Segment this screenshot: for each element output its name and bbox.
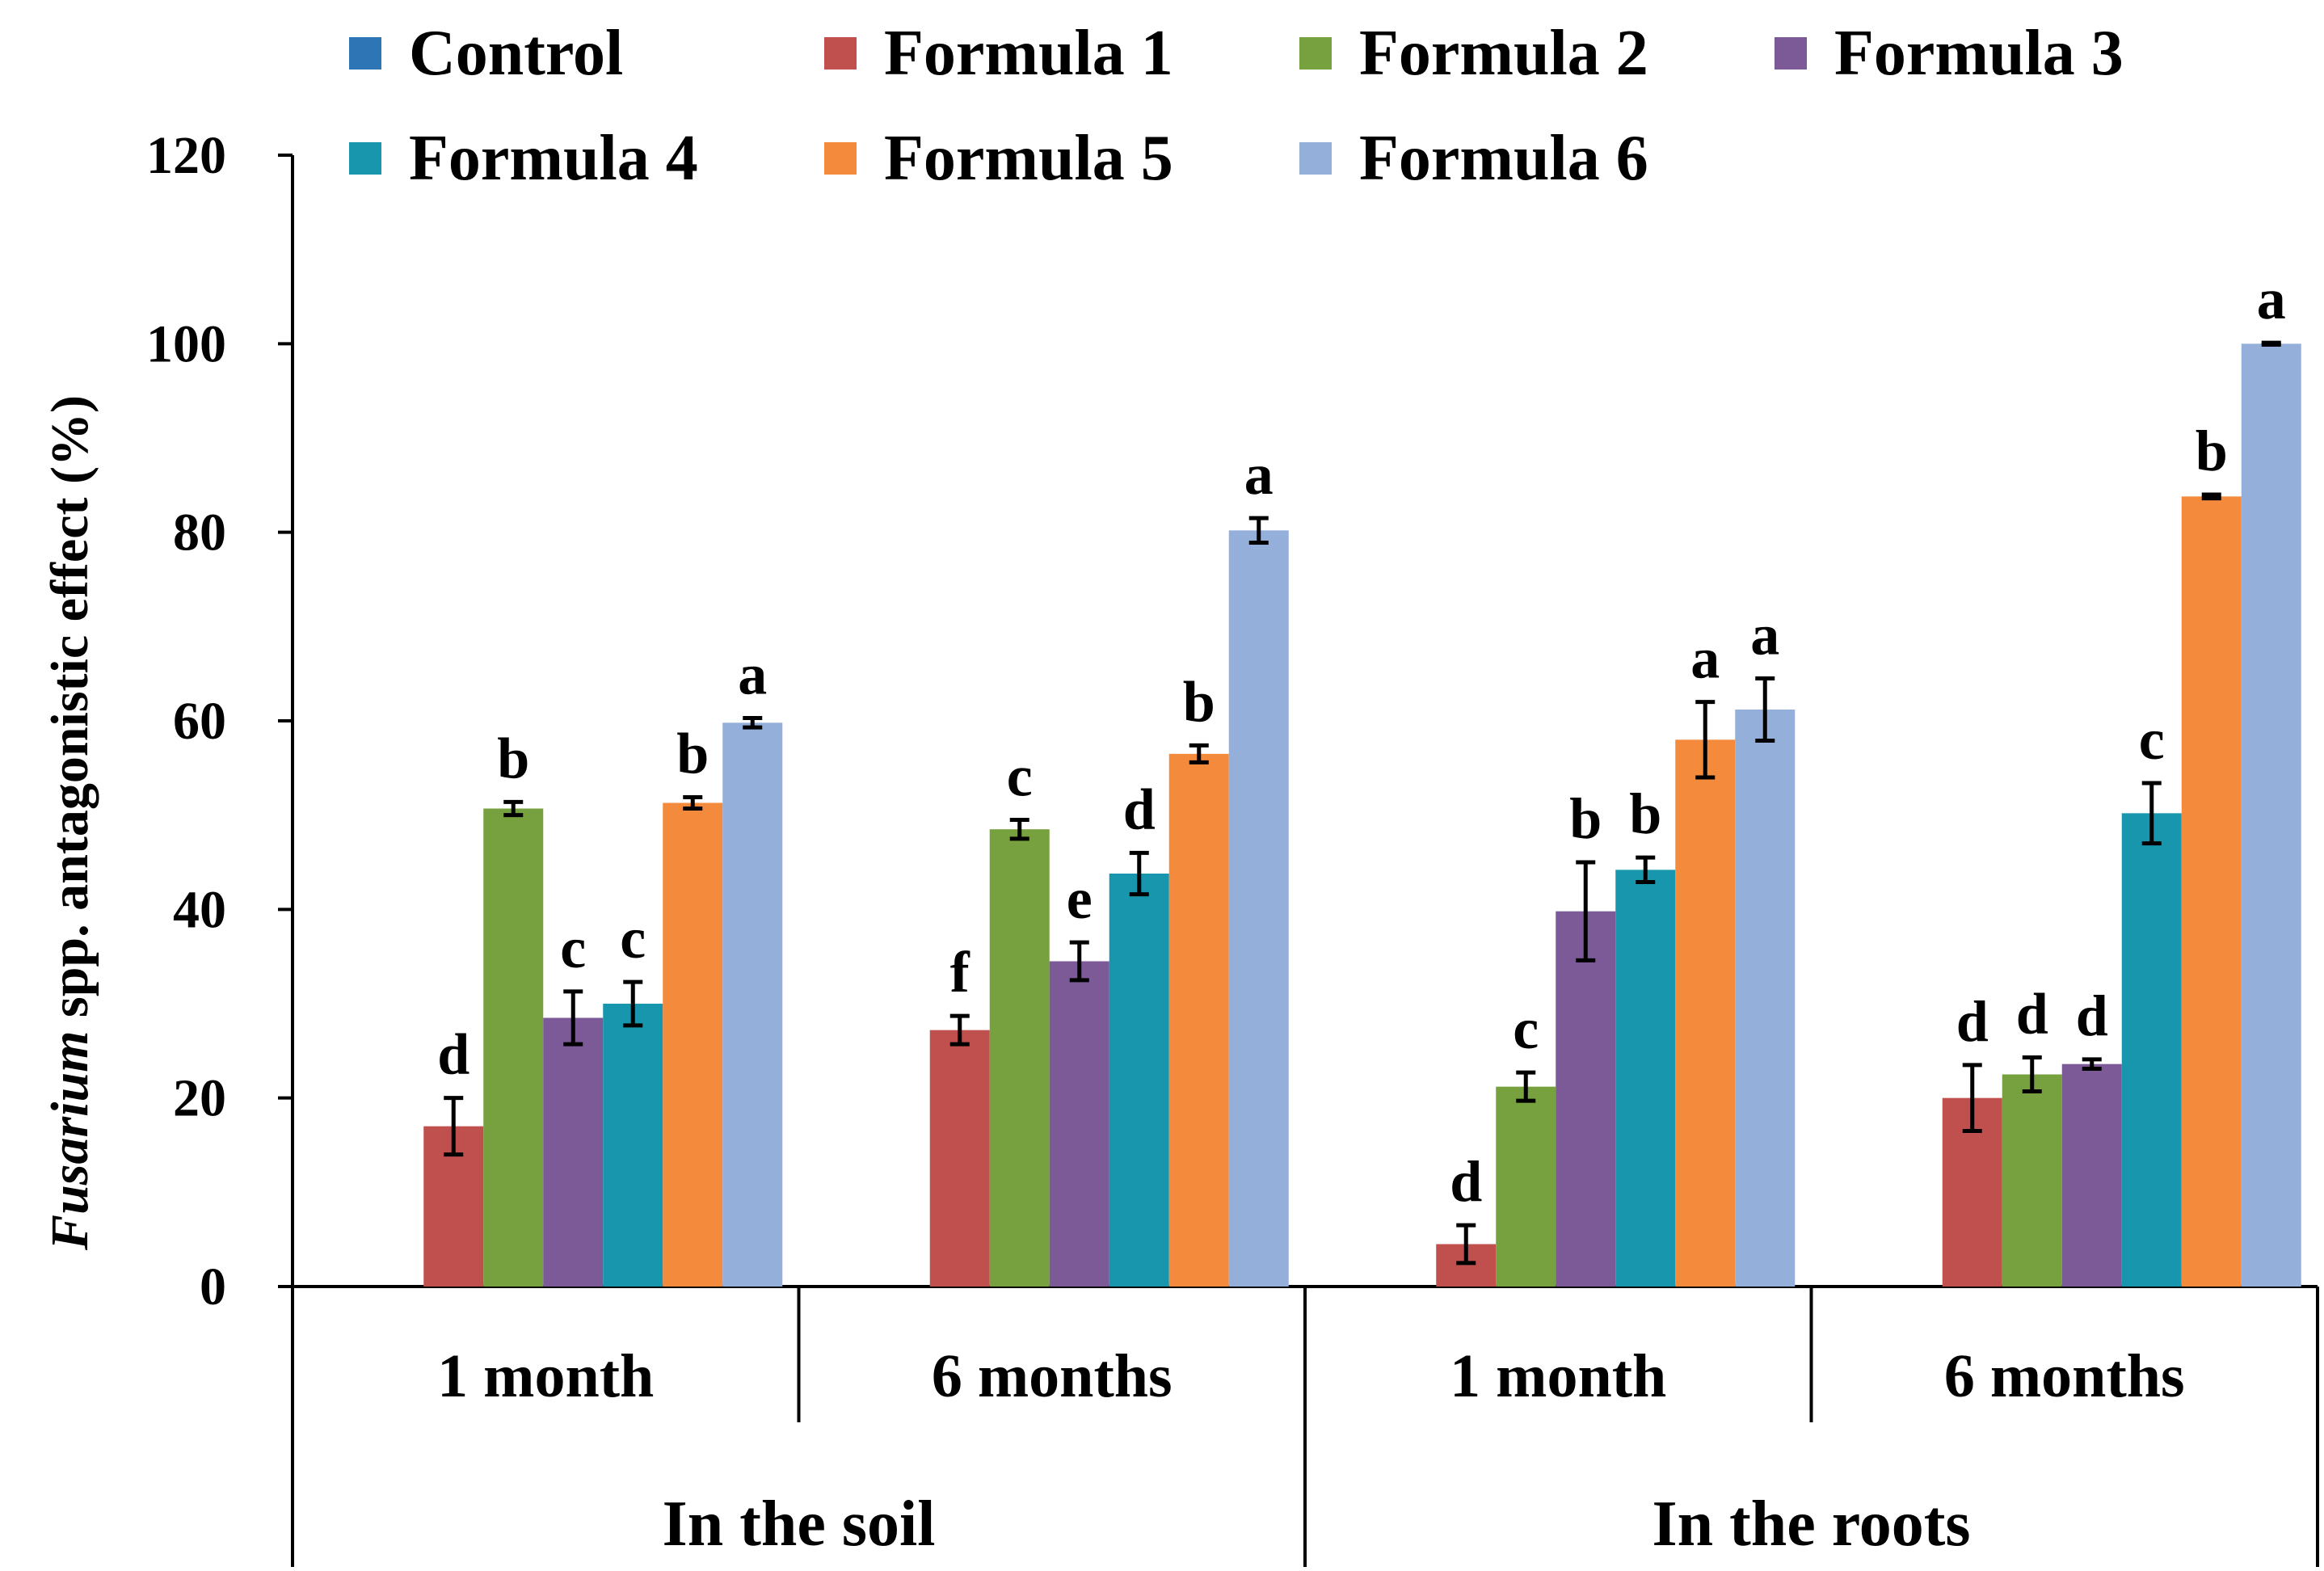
significance-letter: d: [1123, 777, 1156, 841]
legend-swatch: [1775, 37, 1807, 69]
significance-letter: d: [2076, 983, 2108, 1048]
significance-letter: d: [2016, 982, 2048, 1047]
bar: [543, 1017, 604, 1287]
legend-swatch: [824, 142, 857, 175]
bar: [1049, 961, 1109, 1287]
group-label: In the roots: [1652, 1489, 1970, 1560]
bar: [663, 802, 723, 1287]
bar: [929, 1030, 990, 1287]
y-tick-label: 100: [146, 314, 226, 373]
legend-swatch: [349, 37, 381, 69]
significance-letter: c: [620, 906, 646, 971]
y-tick-label: 20: [173, 1069, 226, 1128]
bar: [2241, 343, 2301, 1287]
significance-letter: a: [1244, 442, 1274, 507]
legend-label: Formula 3: [1834, 18, 2124, 89]
bar: [1556, 911, 1616, 1287]
significance-letter: d: [1450, 1149, 1482, 1214]
bar: [2002, 1074, 2062, 1287]
bar: [1496, 1086, 1556, 1287]
category-label: 6 months: [1944, 1342, 2185, 1410]
y-tick-labels: 0 20 40 60 80 100 120: [146, 126, 226, 1316]
significance-letter: b: [1183, 669, 1215, 734]
significance-letter: c: [2139, 707, 2165, 772]
significance-letter: d: [437, 1022, 469, 1087]
legend-swatch: [1299, 37, 1332, 69]
category-label: 1 month: [437, 1342, 654, 1410]
category-label: 1 month: [1450, 1342, 1666, 1410]
y-tick-label: 40: [173, 880, 226, 939]
bar: [1228, 530, 1289, 1287]
significance-letter: a: [1750, 603, 1779, 668]
significance-letter: a: [2257, 267, 2286, 331]
y-tick-label: 120: [146, 126, 226, 185]
category-label: 6 months: [932, 1342, 1173, 1410]
legend-label: Formula 6: [1359, 123, 1648, 194]
legend-label: Formula 5: [884, 123, 1173, 194]
bar: [1615, 870, 1676, 1287]
significance-letter: c: [1007, 744, 1033, 809]
legend-swatch: [1299, 142, 1332, 175]
significance-letter: f: [950, 940, 970, 1005]
bar: [722, 722, 783, 1287]
significance-letter: b: [497, 726, 529, 790]
legend-label: Formula 2: [1359, 18, 1648, 89]
bar: [1109, 874, 1169, 1287]
legend-swatch: [349, 142, 381, 175]
significance-letter: e: [1067, 866, 1093, 931]
y-axis-title: Fusarium spp. antagonistic effect (%): [40, 395, 99, 1251]
bar: [2121, 813, 2182, 1287]
significance-letter: d: [1956, 989, 1989, 1054]
bar: [2061, 1063, 2122, 1287]
legend-swatch: [824, 37, 857, 69]
significance-letter: a: [1690, 626, 1720, 691]
significance-letter: b: [2196, 419, 2228, 483]
significance-letter: b: [1569, 786, 1602, 851]
legend-label: Control: [409, 18, 623, 89]
y-tick-label: 60: [173, 692, 226, 751]
bar: [989, 829, 1050, 1287]
group-label: In the soil: [663, 1489, 936, 1560]
bar: [483, 808, 544, 1287]
significance-letter: b: [676, 722, 709, 786]
bar: [2181, 496, 2242, 1287]
significance-letter: a: [738, 642, 767, 707]
bar: [1675, 739, 1736, 1287]
y-tick-label: 0: [200, 1257, 226, 1316]
y-axis-title-rest: spp. antagonistic effect (%): [40, 395, 99, 1030]
significance-letter: c: [1513, 996, 1539, 1061]
bars: [423, 343, 2301, 1287]
error-bars: [444, 340, 2281, 1266]
y-axis-title-italic: Fusarium: [40, 1030, 99, 1250]
y-tick-label: 80: [173, 503, 226, 562]
bar: [603, 1004, 663, 1287]
legend-label: Formula 1: [884, 18, 1173, 89]
bar: [1168, 753, 1229, 1287]
legend-label: Formula 4: [409, 123, 698, 194]
bar: [1735, 710, 1796, 1287]
significance-letter: b: [1629, 781, 1661, 846]
x-labels: 1 month 6 months 1 month 6 months In the soi…: [437, 1342, 2184, 1560]
legend: Control Formula 1 Formula 2 Formula 3 Formul…: [349, 18, 2124, 194]
significance-letter: c: [560, 916, 586, 980]
